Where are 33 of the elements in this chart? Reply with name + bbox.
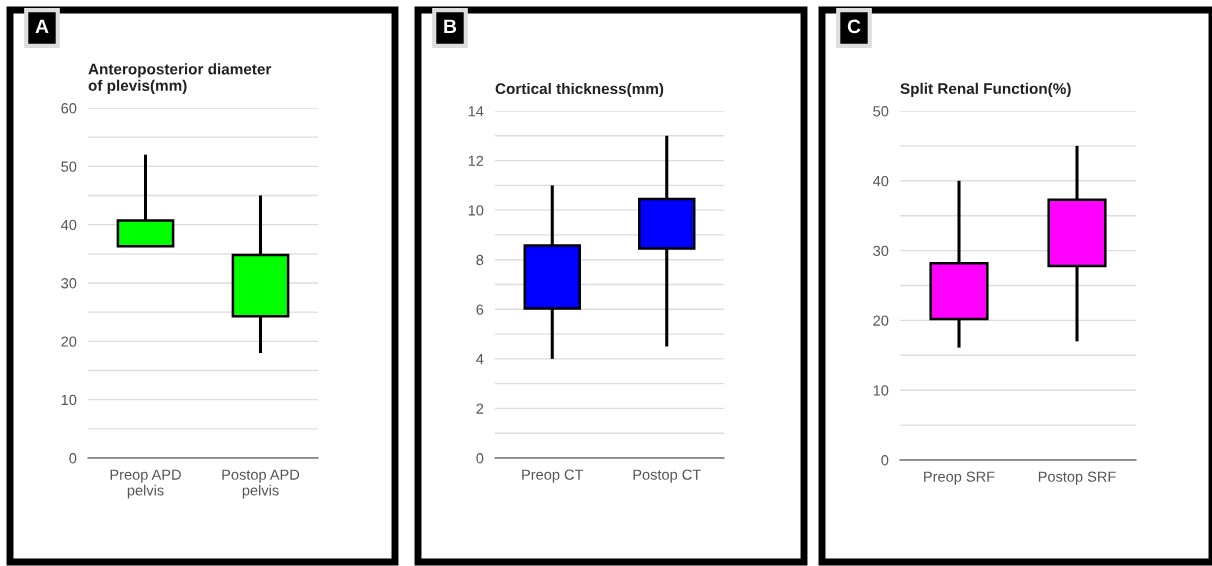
y-tick-label: 40 [61,219,77,231]
y-tick-label: 20 [873,315,889,326]
y-tick-label: 30 [61,278,77,289]
y-tick-label: 50 [61,161,77,172]
y-tick-label: 12 [468,155,484,166]
y-tick-label: 0 [476,453,484,464]
text: B [444,19,457,34]
y-tick-label: 0 [69,453,77,464]
y-tick-label: 30 [873,245,889,257]
x-tick-label: Postop SRF [1038,471,1116,485]
x-tick-label: Preop CT [522,469,584,483]
y-tick-label: 10 [61,394,77,406]
y-tick-label: 6 [476,304,484,315]
x-tick-label: Postop CT [633,469,701,483]
chart-title: Split Renal Function(%) [900,82,1071,98]
chart-title: Anteroposterior diameter of plevis(mm) [88,63,272,94]
y-tick-label: 10 [873,385,889,396]
y-tick-label: 0 [881,455,889,466]
y-tick-label: 8 [476,254,484,266]
text: C [847,19,861,34]
y-tick-label: 14 [468,106,484,117]
y-tick-label: 2 [476,403,484,414]
x-tick-label: Preop SRF [924,471,995,485]
chart-title: Cortical thickness(mm) [495,82,664,98]
y-tick-label: 10 [468,205,484,216]
text: A [35,19,49,34]
y-tick-label: 50 [873,106,889,117]
y-tick-label: 20 [61,336,77,347]
y-tick-label: 60 [61,103,77,114]
y-tick-label: 4 [476,354,484,365]
x-tick-label: Preop APD pelvis [110,469,181,499]
y-tick-label: 40 [873,175,889,187]
x-tick-label: Postop APD pelvis [222,469,300,499]
